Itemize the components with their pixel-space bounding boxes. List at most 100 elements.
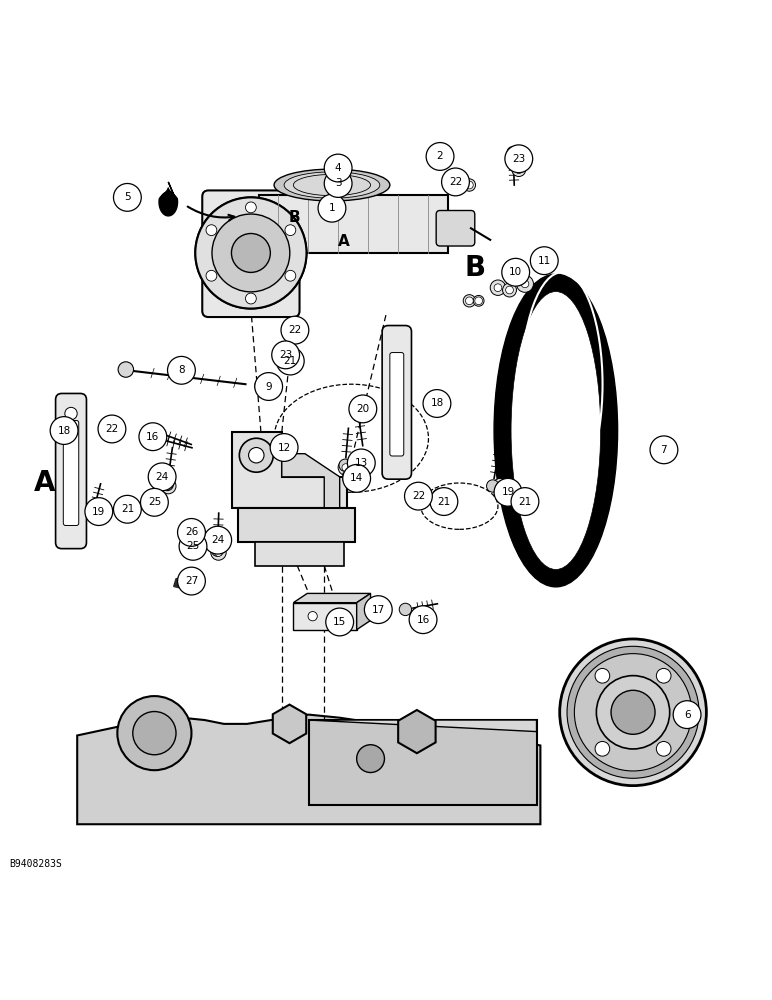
Text: 5: 5: [124, 192, 130, 202]
Text: 1: 1: [329, 203, 335, 213]
Circle shape: [338, 460, 354, 475]
Circle shape: [595, 741, 610, 756]
Circle shape: [496, 482, 504, 490]
Circle shape: [285, 225, 296, 236]
Circle shape: [466, 297, 473, 305]
Circle shape: [308, 612, 317, 621]
Polygon shape: [174, 576, 193, 589]
Circle shape: [113, 183, 141, 211]
Circle shape: [515, 166, 523, 173]
Polygon shape: [232, 432, 347, 508]
Circle shape: [512, 163, 526, 177]
Circle shape: [507, 146, 520, 159]
Circle shape: [432, 488, 448, 504]
Text: 15: 15: [333, 617, 347, 627]
Circle shape: [611, 690, 655, 734]
Circle shape: [179, 532, 207, 560]
Circle shape: [86, 509, 98, 521]
Circle shape: [430, 488, 458, 515]
Text: 27: 27: [185, 576, 198, 586]
Circle shape: [255, 378, 270, 393]
Polygon shape: [357, 593, 371, 630]
Text: 11: 11: [537, 256, 551, 266]
Text: 18: 18: [430, 398, 444, 408]
Text: 18: 18: [57, 426, 71, 436]
Circle shape: [212, 214, 290, 292]
Circle shape: [151, 426, 163, 438]
Circle shape: [195, 197, 306, 309]
Circle shape: [255, 373, 283, 400]
Text: A: A: [34, 469, 56, 497]
Circle shape: [452, 177, 467, 193]
Polygon shape: [160, 182, 177, 212]
Text: 20: 20: [356, 404, 370, 414]
Circle shape: [405, 482, 432, 510]
Text: 24: 24: [211, 535, 225, 545]
Circle shape: [436, 492, 444, 500]
Circle shape: [656, 668, 671, 683]
Text: 19: 19: [501, 487, 515, 497]
Circle shape: [272, 341, 300, 369]
Text: 22: 22: [449, 177, 462, 187]
Circle shape: [113, 495, 141, 523]
Circle shape: [211, 545, 226, 560]
Circle shape: [133, 712, 176, 755]
Circle shape: [318, 194, 346, 222]
Circle shape: [85, 498, 113, 525]
Circle shape: [93, 508, 108, 523]
Text: 21: 21: [437, 497, 451, 507]
Ellipse shape: [511, 292, 601, 569]
Text: 4: 4: [335, 163, 341, 173]
FancyBboxPatch shape: [436, 211, 475, 246]
Circle shape: [503, 283, 516, 297]
Circle shape: [656, 741, 671, 756]
Circle shape: [245, 202, 256, 213]
Text: 26: 26: [185, 527, 198, 537]
Circle shape: [161, 478, 176, 494]
Circle shape: [597, 676, 670, 749]
Polygon shape: [159, 188, 178, 216]
Text: 23: 23: [512, 154, 526, 164]
Text: 13: 13: [354, 458, 368, 468]
Text: 16: 16: [416, 615, 430, 625]
Polygon shape: [255, 542, 344, 566]
Ellipse shape: [293, 174, 371, 196]
Circle shape: [511, 488, 539, 515]
Circle shape: [270, 434, 298, 461]
Circle shape: [506, 286, 513, 294]
FancyBboxPatch shape: [382, 326, 411, 479]
Ellipse shape: [494, 274, 618, 587]
FancyBboxPatch shape: [390, 353, 404, 456]
Polygon shape: [238, 508, 355, 542]
Ellipse shape: [274, 169, 390, 201]
Circle shape: [204, 526, 232, 554]
Circle shape: [494, 478, 522, 506]
Text: 12: 12: [277, 443, 291, 453]
Circle shape: [493, 478, 508, 494]
Text: 3: 3: [335, 178, 341, 188]
FancyBboxPatch shape: [56, 393, 86, 549]
Circle shape: [521, 280, 529, 288]
Text: A: A: [337, 234, 350, 249]
Circle shape: [650, 436, 678, 464]
Circle shape: [335, 612, 344, 621]
FancyBboxPatch shape: [63, 420, 79, 525]
Circle shape: [96, 512, 104, 519]
FancyBboxPatch shape: [309, 720, 537, 805]
Text: 7: 7: [661, 445, 667, 455]
Circle shape: [423, 390, 451, 417]
Circle shape: [215, 549, 222, 556]
Circle shape: [567, 646, 699, 778]
Circle shape: [463, 179, 476, 191]
Circle shape: [259, 382, 266, 390]
Circle shape: [486, 480, 499, 492]
Text: 22: 22: [105, 424, 119, 434]
Polygon shape: [259, 195, 448, 253]
Circle shape: [442, 168, 469, 196]
Circle shape: [475, 297, 482, 305]
Text: 8: 8: [178, 365, 185, 375]
Circle shape: [107, 421, 122, 437]
Text: 16: 16: [146, 432, 160, 442]
Circle shape: [673, 701, 701, 729]
Circle shape: [351, 400, 364, 412]
